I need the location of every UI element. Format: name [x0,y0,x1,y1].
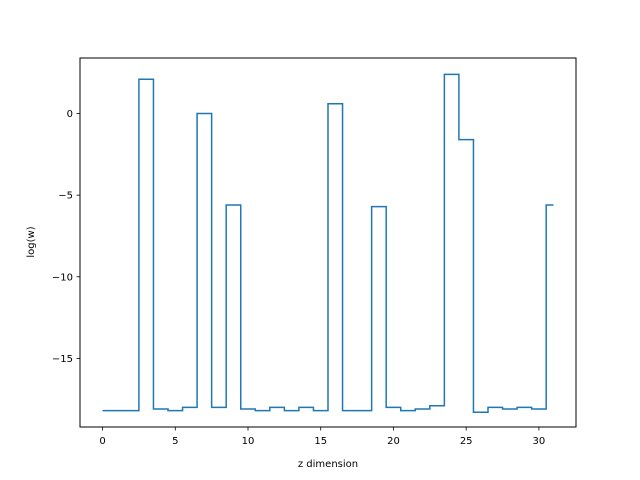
x-tick-label: 15 [314,436,327,447]
x-tick-label: 20 [387,436,400,447]
y-tick-label: −15 [52,354,73,365]
series-line-0 [102,73,554,414]
x-tick-label: 0 [99,436,105,447]
y-tick-label: −5 [58,191,73,202]
y-tick-label: −10 [52,272,73,283]
x-tick-label: 25 [460,436,473,447]
y-tick-label: 0 [67,109,73,120]
plot-frame [79,57,577,428]
x-axis: 0 5 10 15 20 25 30 [99,427,545,447]
y-axis-label: log(w) [26,226,37,257]
series-layer [102,73,554,414]
x-tick-label: 5 [172,436,178,447]
y-axis: 0 −5 −10 −15 [52,109,80,365]
x-tick-label: 10 [242,436,255,447]
x-axis-label: z dimension [298,459,358,470]
x-tick-label: 30 [533,436,546,447]
